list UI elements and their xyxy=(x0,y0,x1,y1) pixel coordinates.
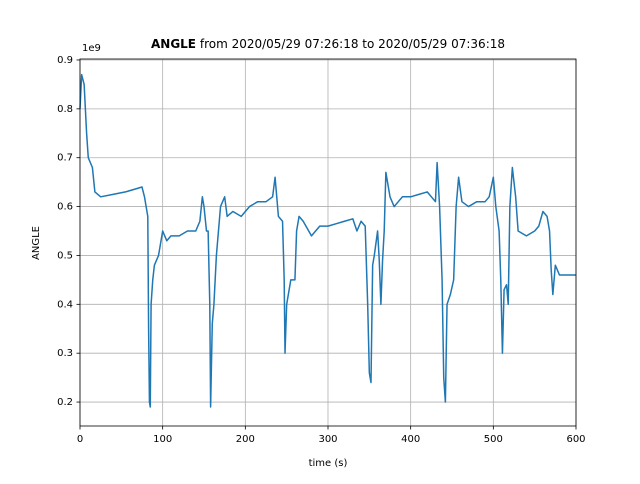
x-tick-label: 0 xyxy=(77,434,83,445)
y-tick-label: 0.6 xyxy=(57,202,73,213)
x-tick-label: 300 xyxy=(318,434,337,445)
title-rest: from 2020/05/29 07:26:18 to 2020/05/29 0… xyxy=(200,37,505,51)
y-tick-label: 0.8 xyxy=(57,104,73,115)
y-axis-label: ANGLE xyxy=(31,226,42,260)
data-line xyxy=(79,73,576,408)
y-tick-label: 0.9 xyxy=(57,55,73,66)
x-tick-label: 200 xyxy=(236,434,255,445)
x-tick-label: 500 xyxy=(484,434,503,445)
x-tick-label: 600 xyxy=(566,434,585,445)
chart-title: ANGLE from 2020/05/29 07:26:18 to 2020/0… xyxy=(151,37,505,51)
y-tick-label: 0.2 xyxy=(57,397,73,408)
y-tick-label: 0.3 xyxy=(57,348,73,359)
offset-label: 1e9 xyxy=(82,43,101,54)
x-tick-label: 400 xyxy=(401,434,420,445)
y-tick-label: 0.7 xyxy=(57,153,73,164)
x-axis-label: time (s) xyxy=(309,458,348,469)
plot-frame xyxy=(79,58,577,427)
y-tick-label: 0.5 xyxy=(57,250,73,261)
x-tick-label: 100 xyxy=(153,434,172,445)
y-tick-label: 0.4 xyxy=(57,299,73,310)
title-bold: ANGLE xyxy=(151,37,196,51)
